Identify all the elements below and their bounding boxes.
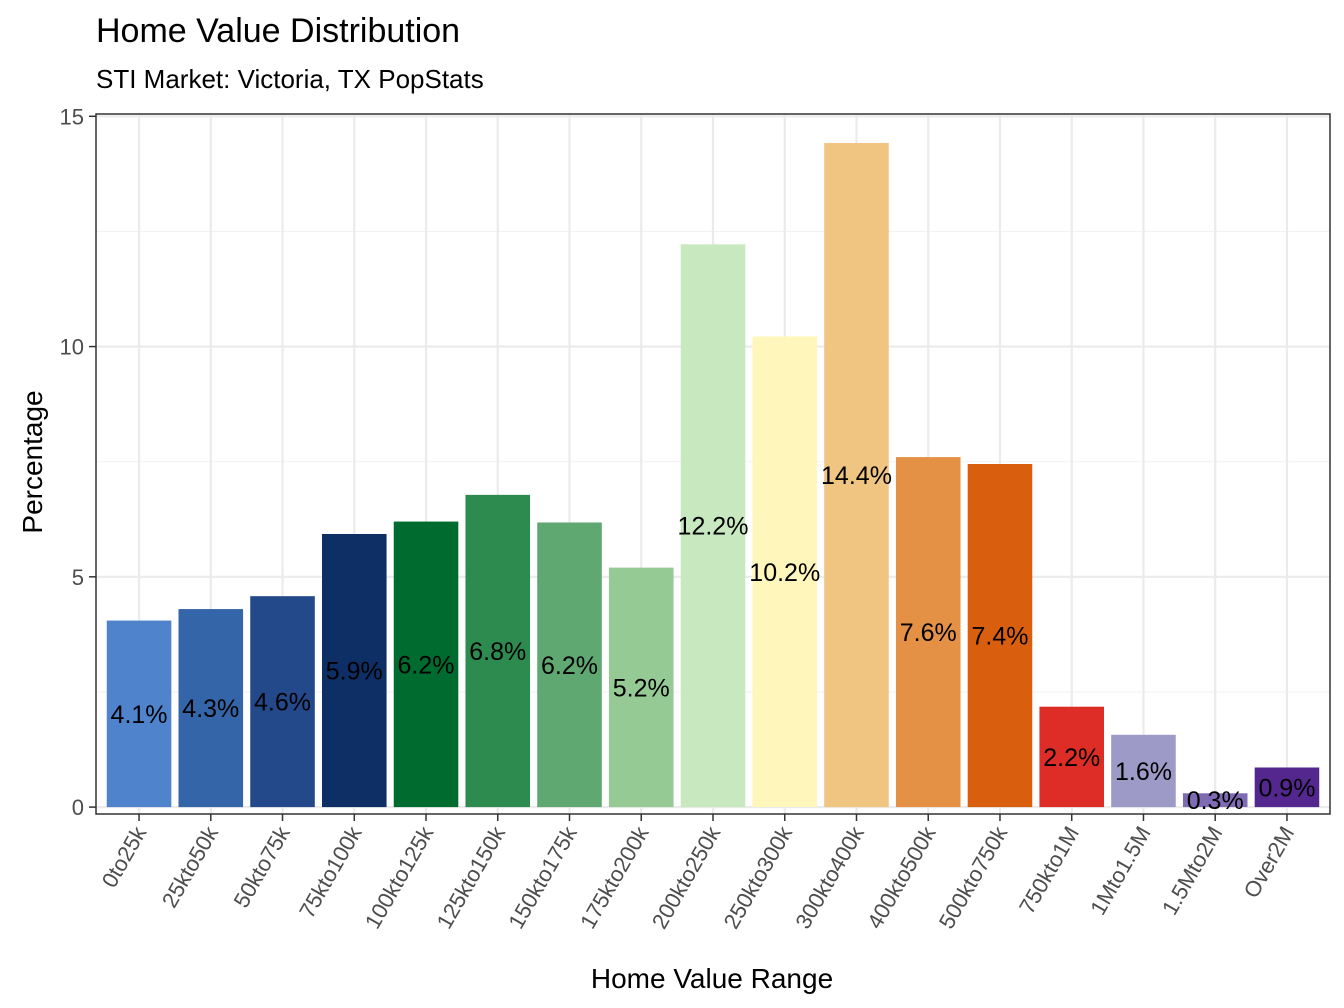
data-label-100kto125k: 6.2% [398, 651, 455, 679]
x-tick-label-500kto750k: 500kto750k [934, 821, 1013, 933]
x-axis-title: Home Value Range [591, 963, 833, 994]
data-label-1.5Mto2M: 0.3% [1187, 787, 1244, 815]
chart-title: Home Value Distribution [96, 12, 461, 50]
bar-25kto50k [178, 609, 244, 808]
y-axis: 0 5 10 15 [60, 104, 96, 820]
x-tick-label-300kto400k: 300kto400k [790, 821, 869, 933]
bar-500kto750k [967, 464, 1033, 808]
bar-250kto300k [752, 336, 818, 808]
bar-100kto125k [393, 521, 459, 808]
x-tick-label-Over2M: Over2M [1239, 822, 1300, 902]
bar-200kto250k [680, 244, 746, 808]
data-label-300kto400k: 14.4% [821, 462, 892, 490]
bar-75kto100k [321, 534, 387, 808]
chart-subtitle: STI Market: Victoria, TX PopStats [96, 64, 484, 94]
x-tick-label-50kto75k: 50kto75k [229, 821, 296, 912]
data-label-200kto250k: 12.2% [678, 513, 749, 541]
bar-175kto200k [608, 567, 674, 808]
x-tick-label-125kto150k: 125kto150k [432, 821, 511, 933]
y-tick-label: 5 [72, 565, 84, 590]
bar-150kto175k [537, 522, 602, 808]
x-tick-label-75kto100k: 75kto100k [294, 821, 367, 922]
data-label-250kto300k: 10.2% [749, 559, 820, 587]
data-label-0to25k: 4.1% [111, 701, 168, 729]
x-tick-label-250kto300k: 250kto300k [719, 821, 798, 933]
data-label-1Mto1.5M: 1.6% [1115, 758, 1172, 786]
x-tick-label-750kto1M: 750kto1M [1014, 822, 1084, 918]
data-label-Over2M: 0.9% [1258, 774, 1315, 802]
x-tick-label-200kto250k: 200kto250k [647, 821, 726, 933]
x-tick-label-25kto50k: 25kto50k [157, 821, 224, 912]
x-tick-label-150kto175k: 150kto175k [503, 821, 582, 933]
y-tick-label: 15 [60, 104, 84, 129]
bar-1.5Mto2M [1182, 793, 1248, 808]
data-label-25kto50k: 4.3% [182, 695, 239, 723]
x-tick-label-0to25k: 0to25k [97, 821, 152, 892]
data-labels: 4.1% 4.3% 4.6% 5.9% 6.2% 6.8% 6.2% 5.2% 12.2%10.… [111, 462, 1316, 815]
bar-Over2M [1254, 767, 1320, 808]
data-label-750kto1M: 2.2% [1043, 744, 1100, 772]
data-label-50kto75k: 4.6% [254, 689, 311, 717]
data-label-500kto750k: 7.4% [971, 623, 1028, 651]
bar-750kto1M [1039, 706, 1105, 808]
y-axis-title: Percentage [17, 390, 48, 533]
x-tick-label-1Mto1.5M: 1Mto1.5M [1085, 822, 1156, 919]
x-tick-label-400kto500k: 400kto500k [862, 821, 941, 933]
x-tick-label-1.5Mto2M: 1.5Mto2M [1157, 822, 1228, 919]
x-axis: 0to25k 25kto50k 50kto75k 75kto100k100kto125… [97, 814, 1300, 933]
data-label-125kto150k: 6.8% [469, 638, 526, 666]
bar-50kto75k [250, 596, 315, 808]
y-tick-label: 0 [72, 795, 84, 820]
x-tick-label-175kto200k: 175kto200k [575, 821, 654, 933]
bar-1Mto1.5M [1111, 734, 1176, 808]
y-tick-label: 10 [60, 335, 84, 360]
bar-400kto500k [895, 457, 961, 808]
data-label-400kto500k: 7.6% [900, 619, 957, 647]
data-label-150kto175k: 6.2% [541, 652, 598, 680]
bar-300kto400k [824, 143, 889, 808]
bars [106, 143, 1320, 808]
data-label-75kto100k: 5.9% [326, 658, 383, 686]
bar-0to25k [106, 620, 172, 808]
x-tick-label-100kto125k: 100kto125k [360, 821, 439, 933]
bar-125kto150k [465, 494, 531, 808]
data-label-175kto200k: 5.2% [613, 674, 670, 702]
